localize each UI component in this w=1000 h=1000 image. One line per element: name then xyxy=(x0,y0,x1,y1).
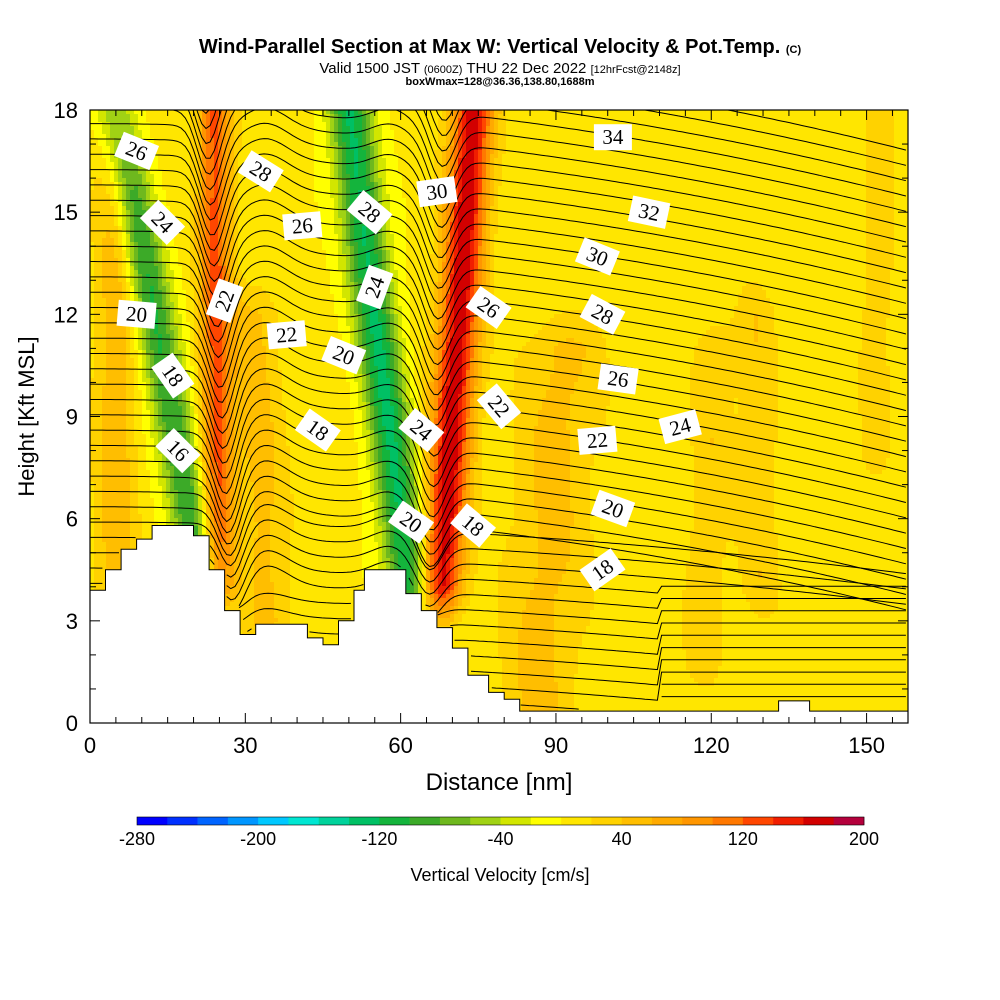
x-tick-label: 150 xyxy=(848,733,885,758)
y-axis-label: Height [Kft MSL] xyxy=(14,336,39,496)
colorbar-swatch xyxy=(652,817,683,825)
y-tick-label: 15 xyxy=(54,200,78,225)
y-tick-label: 18 xyxy=(54,98,78,123)
contour-label-text: 26 xyxy=(606,366,630,393)
colorbar-swatch xyxy=(410,817,441,825)
x-tick-label: 30 xyxy=(233,733,257,758)
colorbar-swatch xyxy=(622,817,653,825)
contour-label: 22 xyxy=(577,426,617,455)
colorbar-swatch xyxy=(591,817,622,825)
colorbar-swatch xyxy=(258,817,289,825)
colorbar-swatch xyxy=(198,817,229,825)
colorbar-tick-label: -280 xyxy=(119,829,155,849)
contour-label-text: 20 xyxy=(125,301,148,327)
contour-label-text: 34 xyxy=(602,125,624,149)
colorbar-tick-label: -40 xyxy=(487,829,513,849)
x-tick-label: 60 xyxy=(388,733,412,758)
colorbar-tick-label: 200 xyxy=(849,829,879,849)
colorbar-swatch xyxy=(743,817,774,825)
colorbar-swatch xyxy=(319,817,350,825)
colorbar-label: Vertical Velocity [cm/s] xyxy=(410,865,589,885)
colorbar-tick-label: 120 xyxy=(728,829,758,849)
colorbar-swatch xyxy=(834,817,865,825)
colorbar-swatch xyxy=(379,817,410,825)
colorbar-swatch xyxy=(288,817,319,825)
colorbar-tick-label: 40 xyxy=(612,829,632,849)
colorbar-swatch xyxy=(501,817,532,825)
colorbar-swatch xyxy=(561,817,592,825)
colorbar-swatch xyxy=(773,817,804,825)
y-tick-label: 0 xyxy=(66,711,78,736)
colorbar-tick-label: -120 xyxy=(361,829,397,849)
colorbar-swatch xyxy=(713,817,744,825)
contour-label-text: 30 xyxy=(425,178,449,205)
colorbar-swatch xyxy=(167,817,198,825)
contour-label-text: 22 xyxy=(586,427,609,453)
colorbar-swatch xyxy=(228,817,259,825)
x-tick-label: 120 xyxy=(693,733,730,758)
colorbar-swatch xyxy=(440,817,471,825)
y-tick-label: 3 xyxy=(66,609,78,634)
colorbar: -280 -200 -120 -40 40 120 200 Vertical Velocity… xyxy=(119,817,879,885)
contour-label: 20 xyxy=(117,300,157,329)
x-tick-label: 0 xyxy=(84,733,96,758)
x-tick-label: 90 xyxy=(544,733,568,758)
x-axis-label: Distance [nm] xyxy=(426,769,573,796)
colorbar-swatch xyxy=(531,817,562,825)
contour-label: 22 xyxy=(267,320,307,349)
contour-label-text: 22 xyxy=(275,322,298,348)
contour-label: 34 xyxy=(594,124,632,150)
colorbar-swatch xyxy=(137,817,168,825)
contour-label: 30 xyxy=(416,176,457,207)
y-tick-label: 9 xyxy=(66,405,78,430)
y-tick-label: 6 xyxy=(66,507,78,532)
contour-label: 26 xyxy=(597,363,638,394)
colorbar-swatch xyxy=(682,817,713,825)
colorbar-tick-label: -200 xyxy=(240,829,276,849)
contour-label: 26 xyxy=(282,211,322,240)
y-tick-label: 12 xyxy=(54,302,78,327)
colorbar-swatch xyxy=(803,817,834,825)
contour-label-text: 26 xyxy=(291,213,314,239)
colorbar-swatch xyxy=(470,817,501,825)
colorbar-swatch xyxy=(349,817,380,825)
